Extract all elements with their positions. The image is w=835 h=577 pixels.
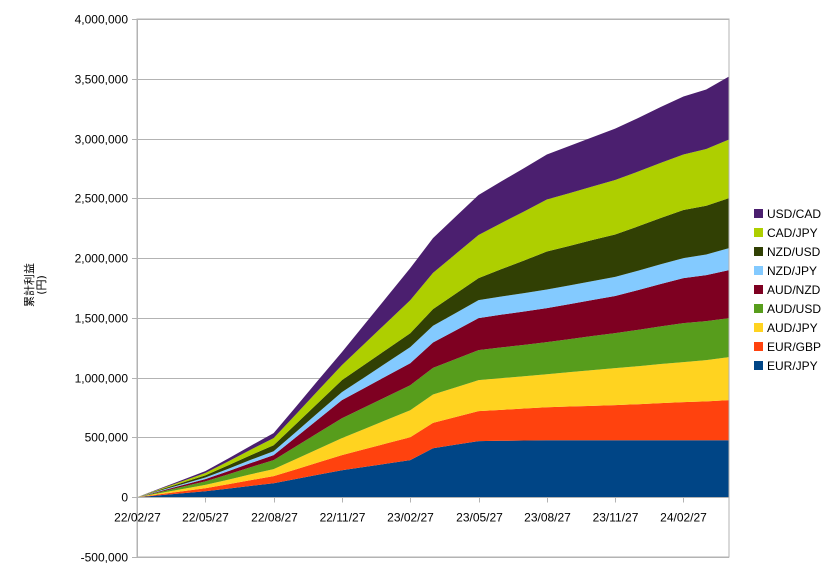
y-axis-unit: (円) xyxy=(35,275,48,295)
y-tick-label: 2,500,000 xyxy=(75,192,129,206)
x-tick-label: 22/08/27 xyxy=(251,511,298,525)
tick-labels: -500,000 0 500,000 1,000,000 1,500,000 2,000,… xyxy=(75,13,708,565)
legend-item-eur-gbp: EUR/GBP xyxy=(754,337,832,356)
x-tick-label: 23/11/27 xyxy=(593,511,639,525)
legend-swatch xyxy=(754,342,763,351)
legend-label: USD/CAD xyxy=(767,206,822,221)
legend-swatch xyxy=(754,228,763,237)
x-tick-label: 22/11/27 xyxy=(320,511,366,525)
legend-item-cad-jpy: CAD/JPY xyxy=(754,223,832,242)
x-tick-label: 23/08/27 xyxy=(524,511,571,525)
y-tick-label: -500,000 xyxy=(81,551,129,565)
legend-item-usd-cad: USD/CAD xyxy=(754,204,832,223)
y-tick-label: 3,500,000 xyxy=(75,73,129,87)
y-tick-label: 1,000,000 xyxy=(75,372,129,386)
legend-swatch xyxy=(754,304,763,313)
legend-item-nzd-usd: NZD/USD xyxy=(754,242,832,261)
y-tick-label: 500,000 xyxy=(85,431,129,445)
x-tick-label: 22/05/27 xyxy=(182,511,229,525)
axes xyxy=(132,19,729,558)
legend-swatch xyxy=(754,361,763,370)
area-nzd-usd xyxy=(137,198,729,498)
y-tick-label: 4,000,000 xyxy=(75,13,129,27)
area-aud-nzd xyxy=(137,270,729,498)
y-tick-label: 3,000,000 xyxy=(75,133,129,147)
series-areas xyxy=(137,76,729,498)
y-tick-label: 2,000,000 xyxy=(75,252,129,266)
area-eur-jpy xyxy=(137,440,729,498)
legend-item-aud-usd: AUD/USD xyxy=(754,299,832,318)
legend-label: NZD/JPY xyxy=(767,263,818,278)
legend-label: NZD/USD xyxy=(767,244,821,259)
legend-swatch xyxy=(754,285,763,294)
legend-swatch xyxy=(754,266,763,275)
area-usd-cad xyxy=(137,76,729,498)
x-tick-label: 23/05/27 xyxy=(456,511,503,525)
legend-item-aud-nzd: AUD/NZD xyxy=(754,280,832,299)
legend-label: EUR/JPY xyxy=(767,358,818,373)
y-axis-title: 累計利益 xyxy=(22,263,36,307)
x-tick-label: 24/02/27 xyxy=(660,511,707,525)
x-tick-label: 23/02/27 xyxy=(387,511,434,525)
legend-item-aud-jpy: AUD/JPY xyxy=(754,318,832,337)
area-aud-usd xyxy=(137,318,729,498)
legend-swatch xyxy=(754,209,763,218)
area-nzd-jpy xyxy=(137,248,729,498)
legend-label: AUD/USD xyxy=(767,301,822,316)
legend-label: EUR/GBP xyxy=(767,339,822,354)
area-eur-gbp xyxy=(137,400,729,498)
y-tick-label: 1,500,000 xyxy=(75,312,129,326)
legend-label: AUD/NZD xyxy=(767,282,821,297)
x-tick-label: 22/02/27 xyxy=(114,511,161,525)
legend-label: AUD/JPY xyxy=(767,320,818,335)
y-tick-label: 0 xyxy=(121,491,128,505)
legend-swatch xyxy=(754,247,763,256)
legend-item-nzd-jpy: NZD/JPY xyxy=(754,261,832,280)
legend-label: CAD/JPY xyxy=(767,225,818,240)
legend-swatch xyxy=(754,323,763,332)
area-aud-jpy xyxy=(137,357,729,498)
legend: USD/CAD CAD/JPY NZD/USD NZD/JPY AUD/NZD … xyxy=(754,204,832,375)
legend-item-eur-jpy: EUR/JPY xyxy=(754,356,832,375)
area-cad-jpy xyxy=(137,139,729,498)
